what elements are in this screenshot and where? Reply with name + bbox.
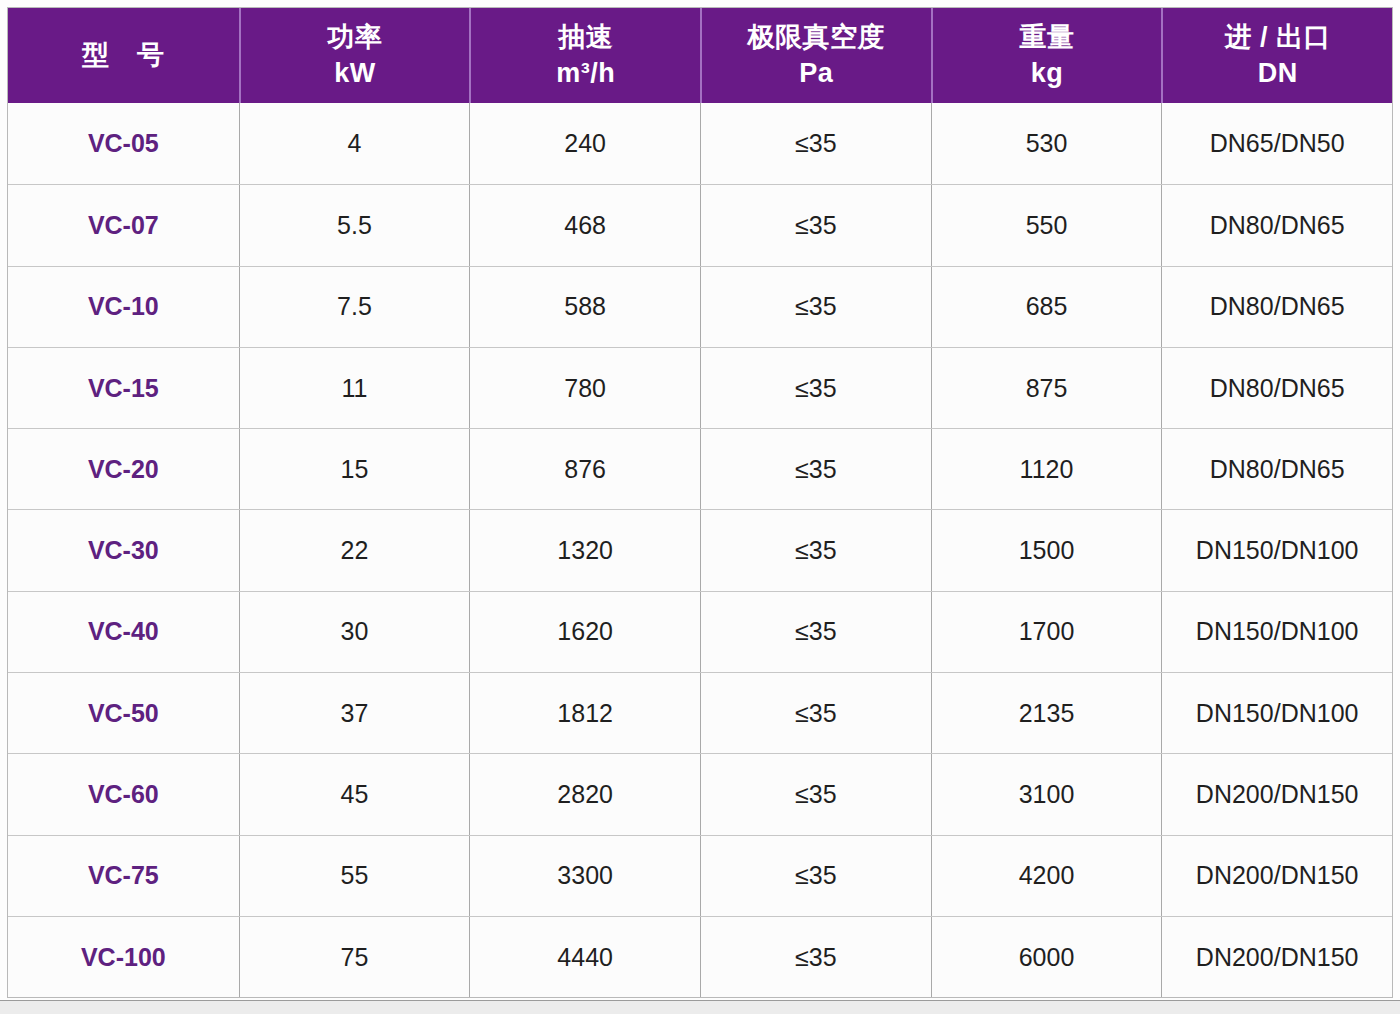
cell-ports: DN80/DN65 — [1161, 429, 1392, 509]
cell-speed: 780 — [469, 348, 700, 428]
cell-vacuum: ≤35 — [700, 836, 931, 916]
table-row: VC-60 45 2820 ≤35 3100 DN200/DN150 — [8, 753, 1392, 834]
cell-weight: 1500 — [931, 510, 1162, 590]
col-header-ports-unit: DN — [1258, 56, 1298, 91]
cell-ports: DN200/DN150 — [1161, 754, 1392, 834]
col-header-vacuum-unit: Pa — [799, 56, 833, 91]
table-row: VC-75 55 3300 ≤35 4200 DN200/DN150 — [8, 835, 1392, 916]
cell-vacuum: ≤35 — [700, 754, 931, 834]
col-header-power-title: 功率 — [327, 20, 382, 55]
cell-model: VC-07 — [8, 185, 239, 265]
cell-weight: 530 — [931, 103, 1162, 184]
table-row: VC-20 15 876 ≤35 1120 DN80/DN65 — [8, 428, 1392, 509]
cell-weight: 1700 — [931, 592, 1162, 672]
cell-vacuum: ≤35 — [700, 917, 931, 997]
cell-power: 4 — [239, 103, 470, 184]
cell-weight: 3100 — [931, 754, 1162, 834]
col-header-speed: 抽速 m³/h — [469, 8, 700, 103]
cell-model: VC-15 — [8, 348, 239, 428]
cell-speed: 876 — [469, 429, 700, 509]
bottom-shadow-band — [0, 1000, 1400, 1014]
table-body: VC-05 4 240 ≤35 530 DN65/DN50 VC-07 5.5 … — [8, 103, 1392, 997]
table-row: VC-100 75 4440 ≤35 6000 DN200/DN150 — [8, 916, 1392, 997]
table-header-row: 型 号 功率 kW 抽速 m³/h 极限真空度 Pa 重量 kg 进 / 出口 … — [8, 8, 1392, 103]
cell-ports: DN200/DN150 — [1161, 836, 1392, 916]
cell-ports: DN150/DN100 — [1161, 673, 1392, 753]
cell-speed: 3300 — [469, 836, 700, 916]
col-header-weight-title: 重量 — [1019, 20, 1074, 55]
cell-power: 30 — [239, 592, 470, 672]
cell-speed: 2820 — [469, 754, 700, 834]
col-header-ports-title: 进 / 出口 — [1224, 20, 1331, 55]
cell-vacuum: ≤35 — [700, 429, 931, 509]
col-header-speed-unit: m³/h — [556, 56, 615, 91]
table-row: VC-10 7.5 588 ≤35 685 DN80/DN65 — [8, 266, 1392, 347]
col-header-weight: 重量 kg — [931, 8, 1162, 103]
col-header-vacuum-title: 极限真空度 — [748, 20, 886, 55]
cell-model: VC-20 — [8, 429, 239, 509]
cell-ports: DN80/DN65 — [1161, 267, 1392, 347]
cell-weight: 550 — [931, 185, 1162, 265]
cell-speed: 240 — [469, 103, 700, 184]
cell-speed: 588 — [469, 267, 700, 347]
col-header-model: 型 号 — [8, 8, 239, 103]
cell-power: 11 — [239, 348, 470, 428]
cell-power: 7.5 — [239, 267, 470, 347]
cell-weight: 685 — [931, 267, 1162, 347]
cell-vacuum: ≤35 — [700, 185, 931, 265]
cell-power: 5.5 — [239, 185, 470, 265]
table-row: VC-30 22 1320 ≤35 1500 DN150/DN100 — [8, 509, 1392, 590]
cell-speed: 1320 — [469, 510, 700, 590]
cell-weight: 875 — [931, 348, 1162, 428]
cell-model: VC-100 — [8, 917, 239, 997]
cell-weight: 6000 — [931, 917, 1162, 997]
cell-model: VC-50 — [8, 673, 239, 753]
cell-power: 45 — [239, 754, 470, 834]
spec-table: 型 号 功率 kW 抽速 m³/h 极限真空度 Pa 重量 kg 进 / 出口 … — [7, 7, 1393, 998]
col-header-ports: 进 / 出口 DN — [1161, 8, 1392, 103]
cell-ports: DN65/DN50 — [1161, 103, 1392, 184]
table-row: VC-05 4 240 ≤35 530 DN65/DN50 — [8, 103, 1392, 184]
table-row: VC-07 5.5 468 ≤35 550 DN80/DN65 — [8, 184, 1392, 265]
col-header-power-unit: kW — [334, 56, 376, 91]
cell-model: VC-05 — [8, 103, 239, 184]
cell-speed: 468 — [469, 185, 700, 265]
cell-ports: DN150/DN100 — [1161, 510, 1392, 590]
col-header-speed-title: 抽速 — [558, 20, 613, 55]
cell-power: 55 — [239, 836, 470, 916]
cell-vacuum: ≤35 — [700, 348, 931, 428]
cell-ports: DN200/DN150 — [1161, 917, 1392, 997]
cell-vacuum: ≤35 — [700, 267, 931, 347]
cell-vacuum: ≤35 — [700, 592, 931, 672]
cell-power: 15 — [239, 429, 470, 509]
cell-model: VC-75 — [8, 836, 239, 916]
cell-weight: 1120 — [931, 429, 1162, 509]
cell-weight: 4200 — [931, 836, 1162, 916]
cell-vacuum: ≤35 — [700, 673, 931, 753]
table-row: VC-15 11 780 ≤35 875 DN80/DN65 — [8, 347, 1392, 428]
cell-power: 37 — [239, 673, 470, 753]
cell-weight: 2135 — [931, 673, 1162, 753]
cell-model: VC-10 — [8, 267, 239, 347]
cell-ports: DN150/DN100 — [1161, 592, 1392, 672]
cell-ports: DN80/DN65 — [1161, 348, 1392, 428]
col-header-power: 功率 kW — [239, 8, 470, 103]
col-header-model-title: 型 号 — [82, 38, 165, 73]
cell-model: VC-40 — [8, 592, 239, 672]
cell-ports: DN80/DN65 — [1161, 185, 1392, 265]
cell-power: 75 — [239, 917, 470, 997]
cell-vacuum: ≤35 — [700, 103, 931, 184]
col-header-vacuum: 极限真空度 Pa — [700, 8, 931, 103]
cell-power: 22 — [239, 510, 470, 590]
cell-speed: 4440 — [469, 917, 700, 997]
col-header-weight-unit: kg — [1031, 56, 1064, 91]
cell-model: VC-60 — [8, 754, 239, 834]
cell-speed: 1812 — [469, 673, 700, 753]
cell-speed: 1620 — [469, 592, 700, 672]
cell-model: VC-30 — [8, 510, 239, 590]
cell-vacuum: ≤35 — [700, 510, 931, 590]
table-row: VC-40 30 1620 ≤35 1700 DN150/DN100 — [8, 591, 1392, 672]
table-row: VC-50 37 1812 ≤35 2135 DN150/DN100 — [8, 672, 1392, 753]
